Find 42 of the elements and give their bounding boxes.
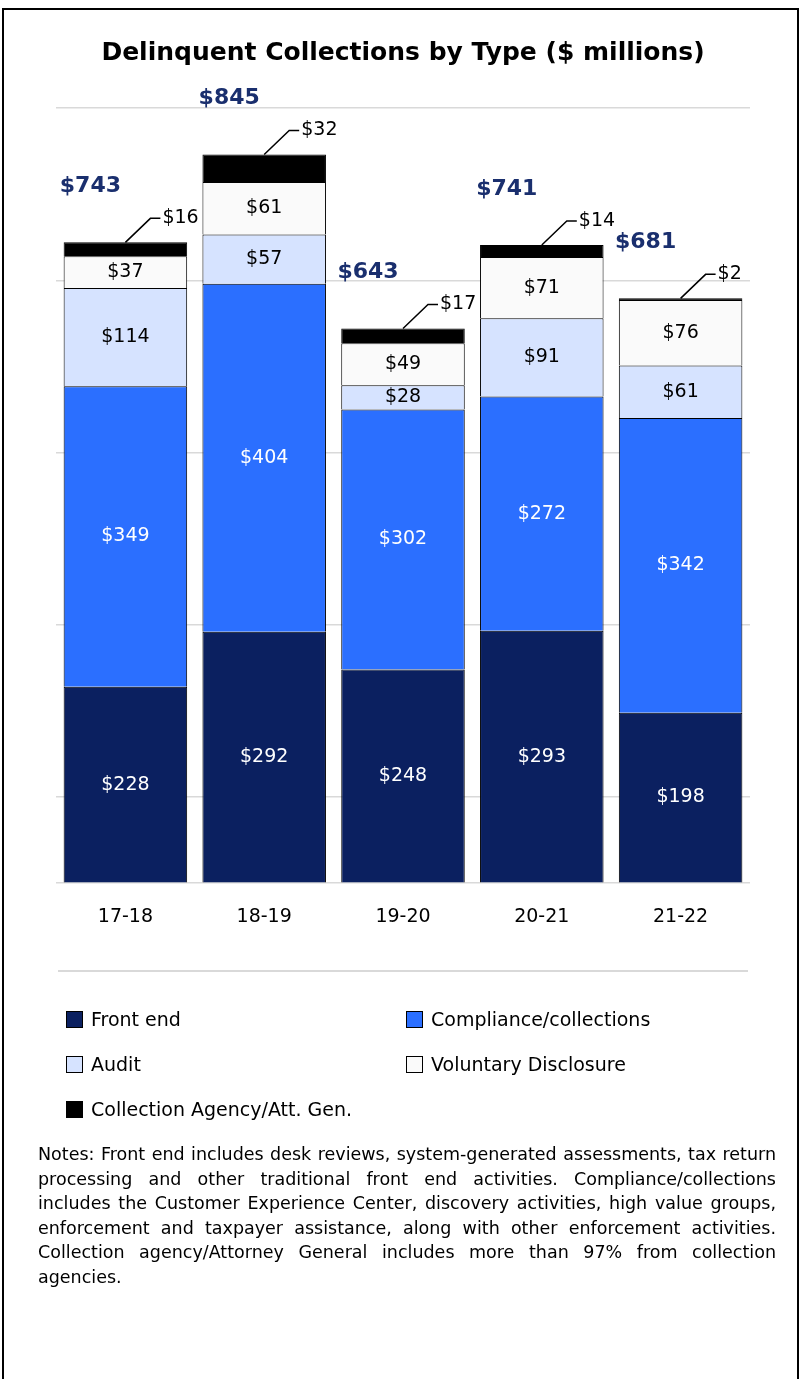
- total-label: $681: [614, 228, 677, 254]
- data-label: $16: [162, 205, 199, 228]
- legend-label: Collection Agency/Att. Gen.: [91, 1098, 353, 1120]
- total-label: $741: [476, 174, 538, 200]
- legend-label: Voluntary Disclosure: [431, 1053, 626, 1075]
- data-label: $2: [717, 261, 742, 284]
- x-tick-label: 18-19: [236, 903, 292, 926]
- data-label: $248: [378, 762, 428, 785]
- data-label: $114: [101, 324, 150, 347]
- data-label: $49: [384, 351, 422, 374]
- data-label: $17: [440, 291, 477, 314]
- legend-label: Compliance/collections: [431, 1008, 651, 1030]
- data-label: $32: [301, 117, 338, 140]
- x-tick-label: 20-21: [514, 903, 570, 926]
- data-label: $349: [101, 523, 150, 546]
- total-label: $743: [59, 172, 122, 198]
- data-label: $198: [656, 784, 705, 807]
- data-label: $57: [246, 246, 283, 269]
- x-tick-label: 21-22: [652, 903, 709, 926]
- text: Notes: Front end includes desk reviews, system-generated assessments, tax return processing and other traditional front end activities. Compliance/collections includes the Customer Experience Center, discovery activities, high value groups, enforcement and taxpayer assistance, along with other enforcement activities. Collection agency/Attorney General includes more than 97% from collection agencies.: [38, 1143, 776, 1289]
- data-label: $272: [517, 500, 566, 523]
- data-label: $91: [523, 344, 560, 367]
- data-label: $228: [101, 771, 150, 794]
- data-label: $293: [517, 743, 566, 766]
- total-label: $643: [337, 258, 399, 284]
- data-label: $37: [107, 259, 144, 282]
- data-label: $342: [656, 552, 705, 575]
- x-tick-label: 19-20: [375, 903, 431, 926]
- x-tick-label: 17-18: [97, 903, 154, 926]
- total-label: $845: [198, 84, 260, 110]
- legend-label: Audit: [91, 1053, 141, 1075]
- data-label: $302: [378, 526, 428, 549]
- chart-title: Delinquent Collections by Type ($ millions): [101, 36, 705, 66]
- legend-label: Front end: [91, 1008, 181, 1030]
- data-label: $61: [246, 195, 283, 218]
- data-label: $61: [662, 378, 699, 401]
- data-label: $71: [523, 274, 560, 297]
- data-label: $292: [240, 744, 289, 767]
- data-label: $28: [384, 384, 422, 407]
- data-label: $404: [240, 444, 289, 467]
- data-label: $14: [578, 207, 616, 230]
- data-label: $76: [662, 319, 699, 342]
